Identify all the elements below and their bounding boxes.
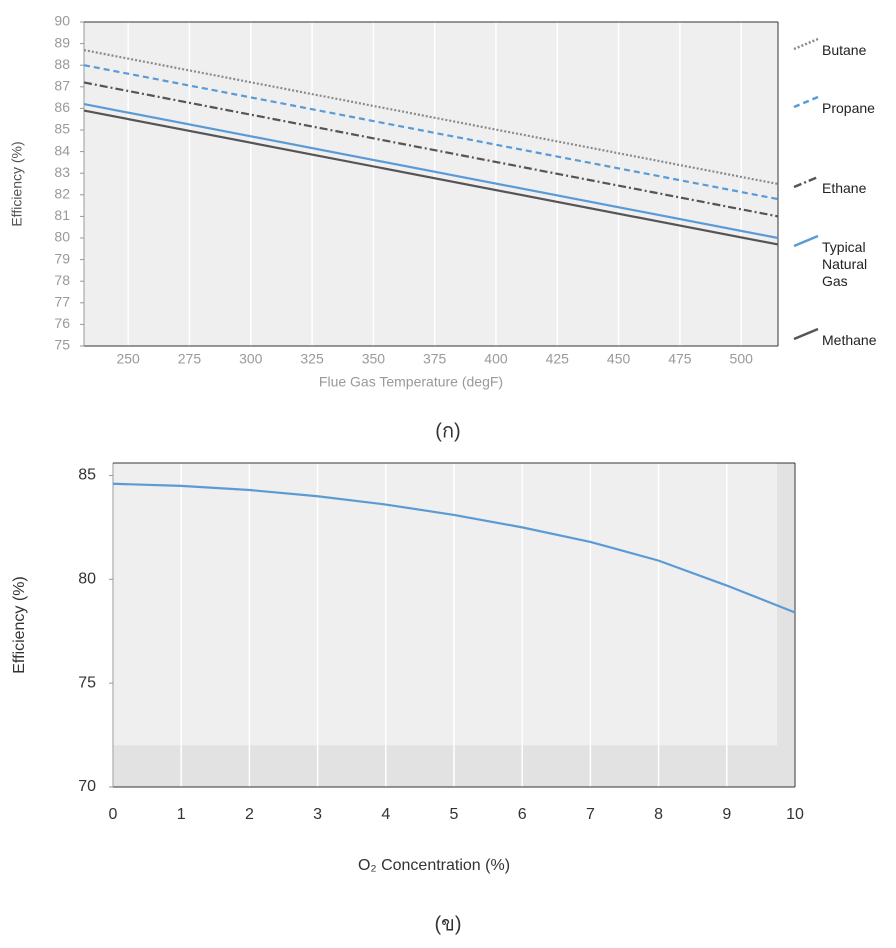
y-axis-label: Efficiency (%): [11, 576, 28, 674]
x-tick-label: 8: [654, 806, 663, 823]
y-tick-label: 84: [54, 142, 70, 158]
y-tick-label: 78: [54, 272, 70, 288]
y-tick-label: 79: [54, 250, 70, 266]
y-tick-label: 77: [54, 294, 70, 310]
x-tick-label: 10: [786, 806, 804, 823]
y-tick-label: 80: [54, 229, 70, 245]
series-line: [83, 64, 779, 201]
legend-swatch: [793, 95, 819, 109]
y-tick-label: 85: [54, 121, 70, 137]
x-tick-label: 5: [450, 806, 459, 823]
x-tick-label: 2: [245, 806, 254, 823]
y-axis-label: Efficiency (%): [9, 141, 25, 226]
series-line: [83, 102, 779, 240]
x-tick-label: 375: [423, 351, 447, 367]
x-tick-label: 300: [239, 351, 263, 367]
plot-band: [777, 463, 795, 787]
x-tick-label: 250: [116, 351, 140, 367]
legend-label: Butane: [822, 42, 867, 58]
x-tick-label: 325: [300, 351, 324, 367]
x-tick-label: 475: [668, 351, 692, 367]
caption: (ข): [435, 913, 462, 935]
y-tick-label: 81: [54, 207, 70, 223]
x-tick-label: 450: [607, 351, 631, 367]
x-tick-label: 1: [177, 806, 186, 823]
legend-swatch: [793, 175, 819, 189]
x-tick-label: 425: [546, 351, 570, 367]
x-tick-label: 500: [730, 351, 754, 367]
x-tick-label: 7: [586, 806, 595, 823]
series-line: [83, 109, 779, 246]
legend-label: Typical Natural Gas: [822, 239, 868, 289]
y-tick-label: 75: [54, 337, 70, 353]
y-tick-label: 88: [54, 56, 70, 72]
y-tick-label: 85: [78, 467, 96, 484]
x-axis-label: Flue Gas Temperature (degF): [319, 374, 503, 390]
series-line: [83, 48, 779, 186]
y-tick-label: 80: [78, 571, 96, 588]
series-line: [83, 81, 779, 218]
x-axis-label: O₂ Concentration (%): [358, 857, 510, 874]
y-tick-label: 82: [54, 186, 70, 202]
legend-swatch: [793, 234, 819, 248]
x-tick-label: 400: [484, 351, 508, 367]
y-tick-label: 75: [78, 674, 96, 691]
legend-swatch: [793, 327, 819, 341]
y-tick-label: 89: [54, 34, 70, 50]
x-tick-label: 3: [313, 806, 322, 823]
plot-area: [84, 22, 778, 346]
series-line: [112, 482, 796, 614]
caption: (ก): [435, 420, 460, 442]
y-tick-label: 76: [54, 315, 70, 331]
y-tick-label: 70: [78, 778, 96, 795]
x-tick-label: 9: [722, 806, 731, 823]
x-tick-label: 4: [381, 806, 390, 823]
legend-swatch: [793, 37, 819, 51]
legend-label: Ethane: [822, 180, 867, 196]
y-tick-label: 90: [54, 13, 70, 29]
legend-label: Propane: [822, 100, 875, 116]
legend-label: Methane: [822, 332, 877, 348]
y-tick-label: 83: [54, 164, 70, 180]
y-tick-label: 87: [54, 78, 70, 94]
x-tick-label: 350: [362, 351, 386, 367]
x-tick-label: 0: [109, 806, 118, 823]
x-tick-label: 6: [518, 806, 527, 823]
y-tick-label: 86: [54, 99, 70, 115]
x-tick-label: 275: [178, 351, 202, 367]
